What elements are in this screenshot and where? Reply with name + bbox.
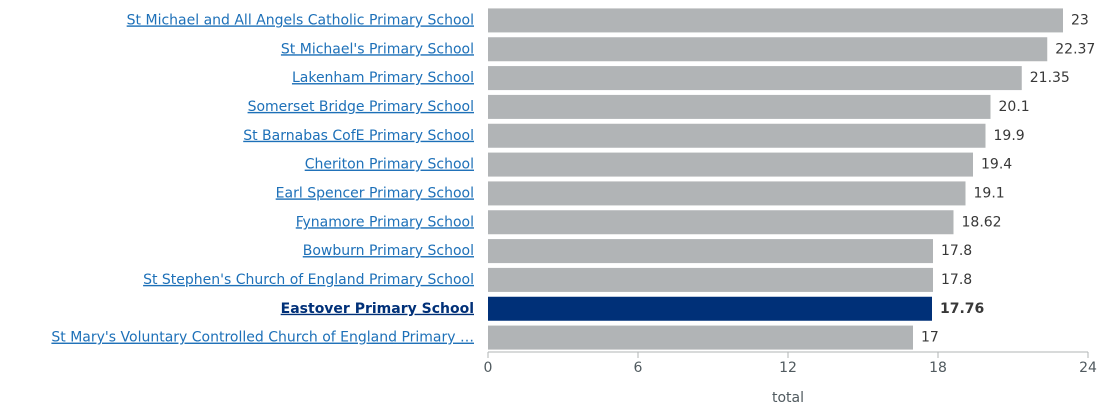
category-link[interactable]: Bowburn Primary School [303,243,474,259]
value-label: 21.35 [1030,70,1070,86]
value-label: 20.1 [999,99,1030,115]
value-label: 17.8 [941,243,972,259]
value-label: 17.8 [941,272,972,288]
value-label: 17.76 [940,301,984,317]
x-tick-label: 24 [1079,360,1097,376]
value-label: 19.1 [974,185,1005,201]
category-link[interactable]: Earl Spencer Primary School [276,185,474,201]
category-link[interactable]: Fynamore Primary School [296,214,474,230]
category-link[interactable]: Somerset Bridge Primary School [248,99,474,115]
x-tick-label: 6 [634,360,643,376]
category-link[interactable]: St Michael's Primary School [281,41,474,57]
category-link[interactable]: Eastover Primary School [281,301,474,317]
x-axis-label: total [772,390,804,406]
category-link[interactable]: Lakenham Primary School [292,70,474,86]
bar [488,123,986,148]
category-link[interactable]: St Mary's Voluntary Controlled Church of… [51,330,474,346]
value-label: 17 [921,330,939,346]
category-link[interactable]: Cheriton Primary School [305,157,474,173]
category-link[interactable]: St Stephen's Church of England Primary S… [143,272,474,288]
bar [488,66,1022,91]
bar [488,267,933,292]
category-link[interactable]: St Michael and All Angels Catholic Prima… [127,12,474,28]
x-tick-label: 18 [929,360,947,376]
bar [488,37,1048,62]
bar [488,210,954,235]
value-label: 18.62 [962,214,1002,230]
bar [488,325,913,350]
value-label: 22.37 [1055,41,1095,57]
value-label: 23 [1071,12,1089,28]
category-link[interactable]: St Barnabas CofE Primary School [243,128,474,144]
x-tick-label: 12 [779,360,797,376]
value-label: 19.4 [981,157,1012,173]
bar [488,181,966,206]
bar [488,94,991,119]
bar [488,296,932,321]
bar [488,8,1063,33]
bar [488,152,973,177]
value-label: 19.9 [994,128,1025,144]
bar [488,239,933,264]
x-tick-label: 0 [484,360,493,376]
